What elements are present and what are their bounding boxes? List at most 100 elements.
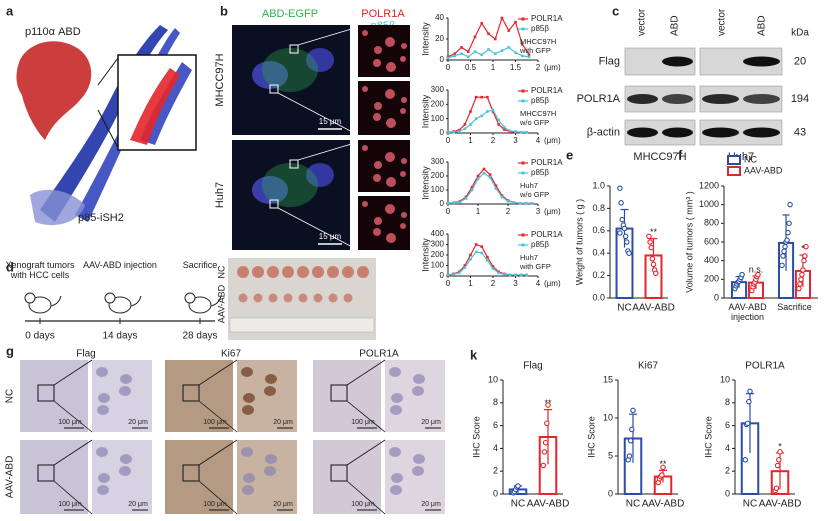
roi-lead — [346, 359, 386, 386]
data-point — [784, 237, 790, 243]
timeline-step: Xenograft tumors with HCC cells — [5, 260, 75, 280]
x-tick-label: 1 — [491, 63, 496, 72]
tumor — [237, 266, 249, 278]
panel-letter: b — [220, 3, 228, 18]
roi-box — [182, 464, 200, 482]
row-label: Huh7 — [214, 182, 226, 208]
series-marker — [497, 271, 500, 275]
x-tick-label: 2 — [506, 207, 511, 216]
series-marker — [508, 129, 512, 133]
series-marker — [491, 267, 495, 270]
series-marker — [474, 250, 478, 254]
puncta — [373, 228, 381, 236]
blot-band — [702, 127, 739, 138]
micrograph — [232, 140, 350, 250]
legend-swatch — [727, 166, 741, 176]
x-tick-label: 1 — [468, 136, 473, 145]
cell-nucleus — [390, 405, 402, 415]
roi-box — [269, 199, 279, 209]
series-marker — [514, 20, 517, 24]
cell-nucleus — [119, 466, 131, 476]
data-point — [647, 239, 653, 245]
series-marker — [469, 253, 472, 257]
series-marker — [519, 130, 523, 134]
tumor — [238, 293, 248, 303]
series-marker — [457, 271, 461, 275]
x-tick-label: 4 — [536, 136, 541, 145]
series-marker — [494, 187, 498, 190]
series-marker — [486, 110, 489, 113]
y-tick-label: 0.6 — [592, 225, 605, 235]
data-point — [515, 483, 521, 489]
series-marker — [464, 197, 468, 200]
y-tick-label: 300 — [431, 240, 445, 249]
x-tick-label: NC — [743, 499, 757, 510]
puncta — [385, 204, 395, 214]
scale-bar-label: 20 μm — [273, 419, 293, 426]
y-tick-label: 1000 — [699, 199, 719, 209]
data-point — [802, 253, 808, 259]
data-point — [646, 233, 652, 240]
y-tick-label: 10 — [603, 412, 613, 422]
x-tick-label: 2 — [491, 279, 496, 288]
nucleus — [306, 163, 334, 187]
series-marker — [507, 29, 511, 32]
tumor — [357, 266, 369, 278]
blot-band — [743, 127, 780, 138]
data-point — [648, 244, 654, 251]
data-point — [774, 462, 781, 469]
chart-title: Flag — [523, 361, 542, 372]
series-marker — [525, 273, 529, 277]
y-tick-label: 0.0 — [592, 292, 605, 302]
scale-bar-label: 20 μm — [128, 501, 148, 508]
y-tick-label: 400 — [431, 229, 445, 238]
timeline-step: Sacrifice — [182, 260, 218, 270]
panel-letter: k — [470, 347, 478, 362]
roi-lead — [198, 359, 238, 386]
cell-nucleus — [389, 447, 401, 457]
series-marker — [482, 171, 486, 175]
series-marker — [453, 54, 457, 58]
scale-bar-label: 20 μm — [421, 501, 441, 508]
nucleus — [252, 176, 288, 204]
data-point — [626, 453, 633, 459]
x-tick-label: 1 — [468, 279, 473, 288]
y-tick-label: 0.8 — [592, 203, 605, 213]
legend-label: p85β — [531, 24, 549, 33]
y-tick-label: 2 — [493, 466, 498, 476]
inset-lead — [97, 109, 119, 149]
timeline-day: 0 days — [25, 331, 54, 342]
size-unit: kDa — [791, 28, 809, 39]
x-tick-label: Sacrifice — [777, 302, 812, 312]
blot-band — [743, 56, 780, 67]
inset-surface-red — [130, 68, 180, 145]
tumor — [252, 266, 264, 278]
series-marker — [486, 255, 489, 259]
data-point — [786, 220, 792, 227]
series-marker — [469, 123, 472, 126]
series-marker — [463, 127, 467, 130]
timeline-day: 14 days — [102, 331, 137, 342]
mouse-head — [24, 292, 36, 304]
x-tick-label: 2 — [536, 63, 541, 72]
mouse-tail — [210, 295, 222, 307]
timeline-step: AAV-ABD injection — [83, 260, 157, 270]
data-point — [619, 216, 625, 223]
series-marker — [463, 264, 467, 267]
series-marker — [476, 174, 480, 178]
egfp-cell — [262, 48, 318, 92]
y-axis-label: IHC Score — [703, 416, 713, 458]
scale-bar-label: 15 μm — [319, 117, 342, 126]
legend-marker — [521, 27, 525, 31]
roi-box — [330, 464, 348, 482]
y-tick-label: 200 — [431, 171, 445, 180]
series-marker — [519, 273, 523, 277]
cell-nucleus — [412, 466, 424, 476]
annotation: Huh7 — [520, 253, 538, 262]
puncta — [386, 62, 396, 72]
data-point — [780, 253, 786, 259]
y-axis-label: Weight of tumors ( g ) — [574, 199, 584, 285]
puncta — [386, 118, 396, 128]
data-point — [649, 256, 656, 262]
data-point — [617, 230, 623, 236]
